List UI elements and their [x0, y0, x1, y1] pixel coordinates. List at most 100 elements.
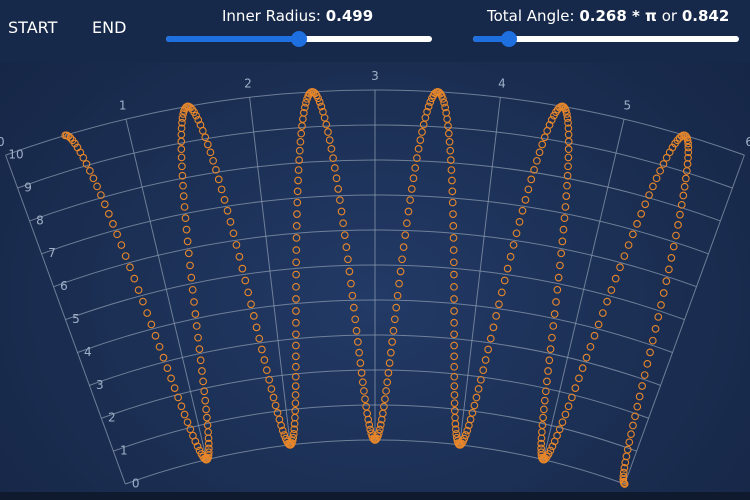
series-point: [450, 399, 459, 408]
series-point: [677, 200, 686, 209]
radius-tick-label-1: 1: [120, 444, 128, 458]
series-point: [418, 128, 426, 136]
series-point: [293, 198, 302, 207]
series-point: [177, 137, 186, 146]
series-point: [178, 118, 186, 127]
series-point: [557, 249, 566, 258]
series-point: [252, 323, 261, 332]
series-point: [527, 175, 536, 184]
series-point: [378, 409, 387, 418]
series-point: [104, 210, 113, 218]
radius-tick-label-8: 8: [36, 213, 44, 227]
total-angle-label-text: Total Angle:: [487, 7, 580, 25]
grid-arc-0: [125, 439, 625, 485]
series-point: [586, 342, 595, 351]
series-point: [203, 413, 211, 422]
series-point: [192, 111, 200, 120]
series-point: [560, 214, 569, 222]
series-point: [345, 267, 354, 276]
radius-tick-label-4: 4: [84, 345, 92, 359]
series-point: [89, 174, 98, 183]
series-point: [550, 310, 559, 318]
series-point: [191, 310, 200, 318]
series-point: [325, 136, 334, 144]
series-point: [638, 382, 646, 390]
series-point: [178, 114, 187, 122]
series-point: [461, 431, 470, 439]
series-point: [347, 279, 355, 288]
series-point: [220, 196, 229, 204]
series-point: [357, 369, 366, 377]
end-button[interactable]: END: [92, 18, 127, 37]
series-point: [463, 426, 472, 435]
series-point: [643, 359, 652, 368]
series-point: [363, 409, 372, 418]
series-point: [474, 385, 483, 393]
series-point: [503, 264, 512, 273]
series-point: [450, 372, 459, 381]
series-point: [524, 185, 533, 194]
series-point: [512, 229, 521, 238]
series-point: [209, 156, 217, 165]
series-point: [358, 378, 367, 387]
series-point: [449, 234, 458, 242]
series-point: [559, 225, 568, 234]
series-point: [479, 366, 488, 374]
series-point: [495, 300, 503, 309]
series-point: [515, 218, 524, 226]
series-point: [620, 480, 629, 488]
total-angle-slider-track[interactable]: [473, 36, 739, 42]
start-button[interactable]: START: [8, 18, 58, 37]
chart-series: [61, 87, 693, 488]
series-point: [342, 243, 351, 251]
series-point: [293, 210, 301, 218]
series-point: [444, 122, 452, 130]
series-point: [641, 200, 650, 209]
series-point: [411, 164, 420, 172]
series-point: [451, 419, 460, 428]
series-point: [291, 372, 300, 381]
series-point: [260, 356, 269, 364]
series-point: [682, 132, 690, 141]
series-point: [451, 425, 460, 434]
series-point: [603, 297, 611, 306]
series-point: [292, 258, 301, 267]
series-point: [258, 345, 266, 354]
series-point: [492, 312, 501, 320]
series-point: [348, 291, 357, 300]
series-point: [249, 312, 258, 320]
series-point: [212, 165, 220, 174]
series-point: [186, 261, 194, 270]
series-point: [627, 430, 635, 439]
inner-radius-slider[interactable]: [166, 31, 432, 47]
series-point: [674, 221, 682, 229]
series-point: [561, 203, 570, 211]
series-point: [549, 322, 558, 330]
total-angle-slider-thumb[interactable]: [500, 31, 517, 47]
series-point: [544, 367, 552, 375]
series-point: [315, 98, 324, 106]
series-point: [669, 242, 678, 251]
series-point: [540, 133, 549, 142]
series-point: [447, 156, 455, 164]
series-point: [199, 377, 207, 386]
series-point: [178, 162, 186, 171]
series-point: [562, 107, 570, 115]
series-point: [449, 222, 458, 230]
series-point: [633, 402, 642, 411]
series-point: [532, 156, 541, 165]
series-point: [204, 439, 213, 448]
chart-grid: [5, 89, 745, 485]
series-point: [640, 371, 649, 379]
series-point: [440, 98, 448, 107]
series-point: [562, 192, 571, 200]
total-angle-slider[interactable]: [473, 31, 739, 47]
series-point: [651, 324, 660, 333]
series-point: [280, 431, 289, 439]
series-point: [273, 408, 282, 417]
series-point: [291, 413, 299, 422]
inner-radius-slider-thumb[interactable]: [290, 31, 307, 47]
grid-radial-1: [125, 118, 208, 460]
series-point: [383, 378, 392, 387]
